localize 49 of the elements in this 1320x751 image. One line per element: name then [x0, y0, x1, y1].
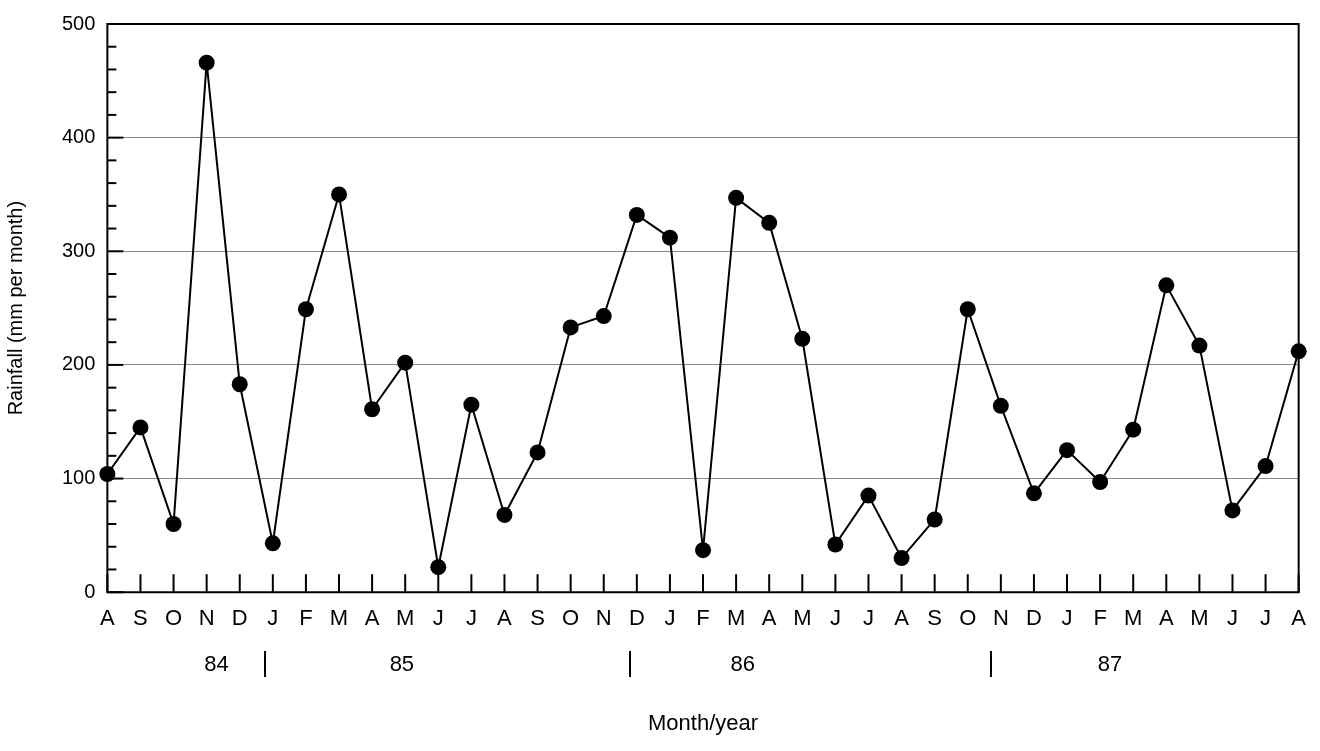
x-tick-label: F	[696, 605, 710, 631]
x-tick-label: J	[862, 605, 874, 631]
x-axis-title: Month/year	[647, 709, 759, 735]
y-tick-label: 400	[61, 125, 96, 148]
x-tick-label: M	[726, 605, 746, 631]
x-tick-label: J	[664, 605, 676, 631]
x-tick-label: A	[100, 605, 116, 631]
x-tick-label: N	[595, 605, 612, 631]
x-tick-label: J	[267, 605, 279, 631]
y-tick-label: 100	[61, 466, 96, 489]
y-tick-label: 0	[84, 579, 96, 602]
text: 87	[1097, 651, 1123, 678]
x-tick-label: M	[329, 605, 349, 631]
x-tick-label: A	[1291, 605, 1307, 631]
x-tick-label: M	[793, 605, 812, 631]
x-tick-label: M	[1190, 605, 1209, 631]
y-tick-label: 200	[61, 352, 96, 375]
x-tick-label: D	[231, 605, 248, 631]
x-tick-label: J	[465, 605, 477, 631]
x-tick-label: M	[1124, 605, 1143, 631]
x-tick-label: J	[829, 605, 841, 631]
x-tick-label: D	[1025, 605, 1042, 631]
text: 86	[730, 651, 755, 678]
y-tick-label: 300	[61, 238, 96, 261]
x-tick-label: O	[562, 605, 580, 631]
x-tick-label: F	[299, 605, 313, 631]
x-tick-label: A	[364, 605, 380, 631]
x-tick-label: S	[530, 605, 545, 631]
text: 84	[204, 651, 229, 678]
x-tick-label: A	[761, 605, 777, 631]
x-tick-label: J	[1226, 605, 1238, 631]
x-tick-label: F	[1093, 605, 1107, 631]
x-tick-label: N	[992, 605, 1009, 631]
x-tick-label: A	[894, 605, 910, 631]
x-tick-label: O	[164, 605, 183, 631]
x-tick-label: J	[1260, 605, 1272, 631]
y-tick-label: 500	[61, 11, 96, 34]
x-tick-label: S	[133, 605, 148, 631]
text: 85	[389, 651, 415, 678]
x-tick-label: N	[198, 605, 215, 631]
y-axis-title: Rainfall (mm per month)	[3, 200, 26, 416]
x-tick-label: S	[927, 605, 942, 631]
x-tick-label: A	[1158, 605, 1174, 631]
x-tick-label: A	[497, 605, 513, 631]
x-tick-label: D	[628, 605, 645, 631]
x-tick-label: J	[432, 605, 444, 631]
x-tick-label: O	[959, 605, 977, 631]
x-tick-label: J	[1061, 605, 1073, 631]
x-tick-label: M	[396, 605, 415, 631]
